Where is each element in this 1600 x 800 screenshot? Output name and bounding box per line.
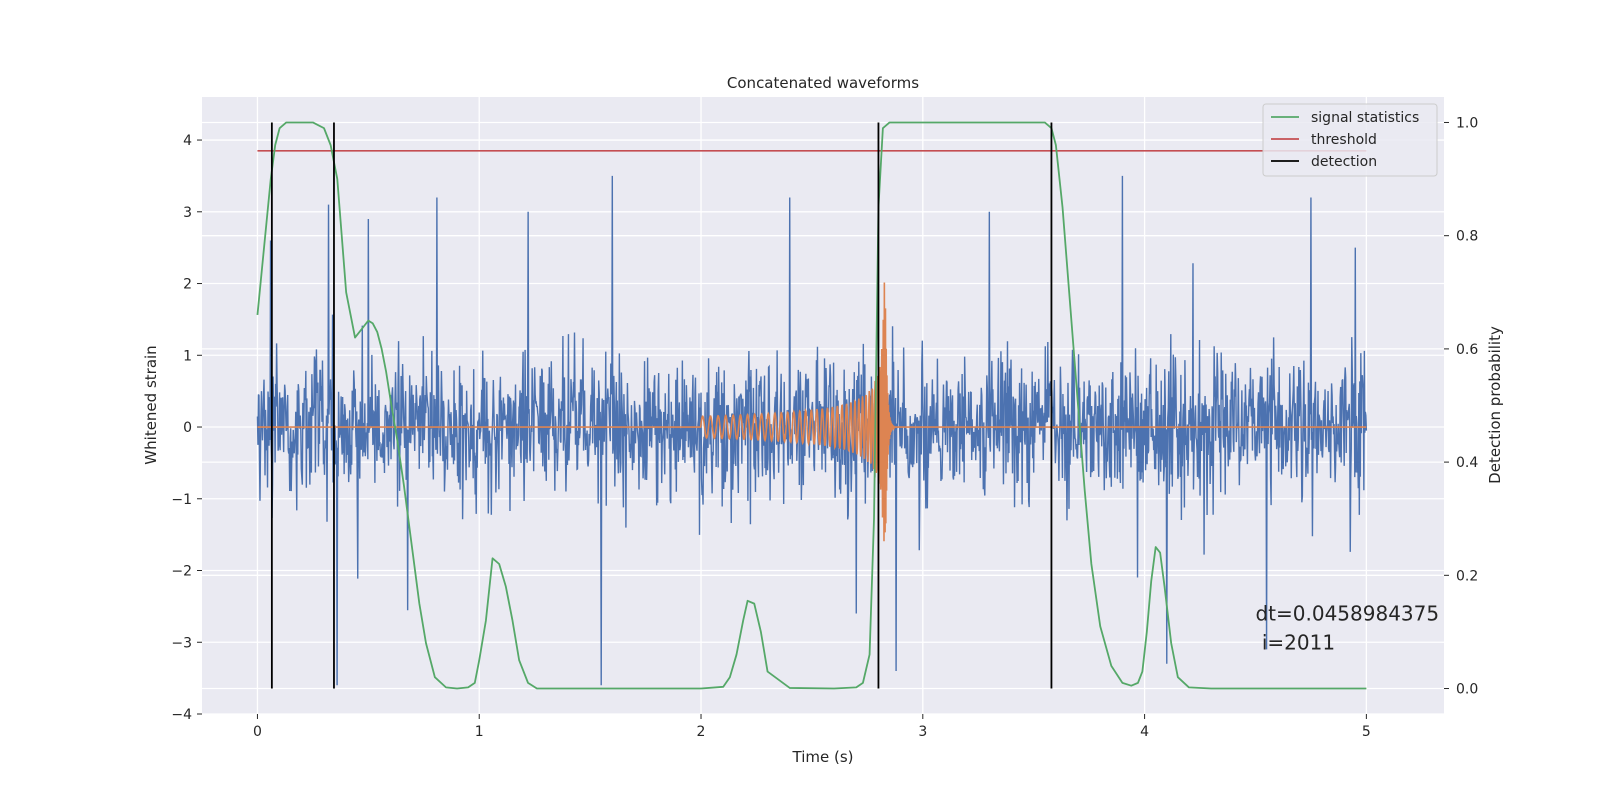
y2-tick-label: 0.6 bbox=[1456, 342, 1478, 358]
chart-title: Concatenated waveforms bbox=[727, 74, 919, 92]
legend-label-signal-statistics: signal statistics bbox=[1311, 110, 1419, 126]
legend-label-threshold: threshold bbox=[1311, 132, 1377, 148]
y-axis-title: Whitened strain bbox=[142, 345, 160, 464]
legend-label-detection: detection bbox=[1311, 154, 1377, 170]
tick-layer: 0 1 2 3 4 5 −4 −3 −2 −1 0 1 2 3 4 0.0 0.2 0.4 0.6 0.8 1.0 bbox=[171, 115, 1478, 740]
y-tick-label: 3 bbox=[183, 205, 192, 221]
y-tick-label: −3 bbox=[171, 635, 192, 651]
statistics-layer bbox=[256, 121, 1367, 690]
strain-series-layer bbox=[256, 175, 1368, 686]
y-tick-label: 4 bbox=[183, 133, 192, 149]
y2-tick-label: 0.0 bbox=[1456, 682, 1478, 698]
x-tick-label: 2 bbox=[697, 724, 706, 740]
annotation-index: i=2011 bbox=[1255, 630, 1335, 654]
y-tick-label: 2 bbox=[183, 277, 192, 293]
legend-box bbox=[1262, 103, 1438, 177]
y2-tick-label: 1.0 bbox=[1456, 115, 1478, 131]
y-tick-label: 0 bbox=[183, 420, 192, 436]
legend: signal statistics threshold detection bbox=[1262, 103, 1438, 177]
y2-axis-title: Detection probability bbox=[1486, 326, 1504, 484]
x-tick-label: 4 bbox=[1140, 724, 1149, 740]
x-tick-label: 0 bbox=[253, 724, 262, 740]
strain-line bbox=[256, 175, 1368, 686]
y-tick-label: −1 bbox=[171, 492, 192, 508]
y-tick-label: −2 bbox=[171, 564, 192, 580]
y2-tick-label: 0.8 bbox=[1456, 229, 1478, 245]
signal-statistics-line bbox=[256, 121, 1367, 690]
x-tick-label: 3 bbox=[918, 724, 927, 740]
template-series-layer bbox=[257, 282, 1367, 542]
x-axis-title: Time (s) bbox=[792, 748, 854, 766]
template-line bbox=[257, 282, 1367, 542]
y-tick-label: −4 bbox=[171, 707, 192, 723]
x-tick-label: 5 bbox=[1362, 724, 1371, 740]
y2-tick-label: 0.4 bbox=[1456, 455, 1478, 471]
x-tick-label: 1 bbox=[475, 724, 484, 740]
y-tick-label: 1 bbox=[183, 348, 192, 364]
annotation-dt: dt=0.0458984375 bbox=[1255, 602, 1439, 626]
y2-tick-label: 0.2 bbox=[1456, 568, 1478, 584]
